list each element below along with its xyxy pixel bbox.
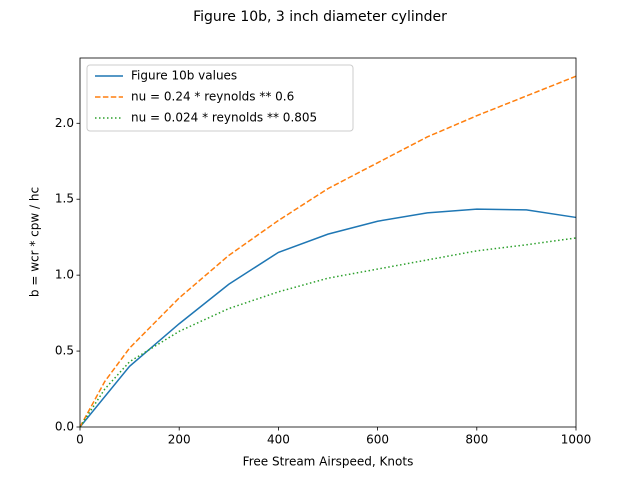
y-tick-label: 0.5 — [55, 344, 74, 358]
x-tick-label: 600 — [366, 433, 389, 447]
y-tick-label: 1.0 — [55, 268, 74, 282]
y-tick-label: 2.0 — [55, 116, 74, 130]
series-line — [79, 75, 577, 428]
plot-frame — [79, 57, 577, 428]
legend-label: nu = 0.24 * reynolds ** 0.6 — [131, 90, 294, 104]
y-tick-label: 0.0 — [55, 420, 74, 434]
x-tick-label: 200 — [168, 433, 191, 447]
x-tick-label: 400 — [267, 433, 290, 447]
y-axis-label: b = wcr * cpw / hc — [28, 187, 42, 297]
legend-label: nu = 0.024 * reynolds ** 0.805 — [131, 111, 317, 125]
y-tick-label: 1.5 — [55, 192, 74, 206]
chart-title: Figure 10b, 3 inch diameter cylinder — [193, 9, 447, 25]
series-line — [79, 208, 577, 428]
series-line — [79, 237, 577, 428]
x-tick-label: 1000 — [561, 433, 592, 447]
x-axis-label: Free Stream Airspeed, Knots — [243, 455, 414, 469]
legend-box — [86, 64, 354, 132]
x-tick-label: 0 — [76, 433, 84, 447]
legend-label: Figure 10b values — [131, 69, 237, 83]
x-tick-label: 800 — [465, 433, 488, 447]
